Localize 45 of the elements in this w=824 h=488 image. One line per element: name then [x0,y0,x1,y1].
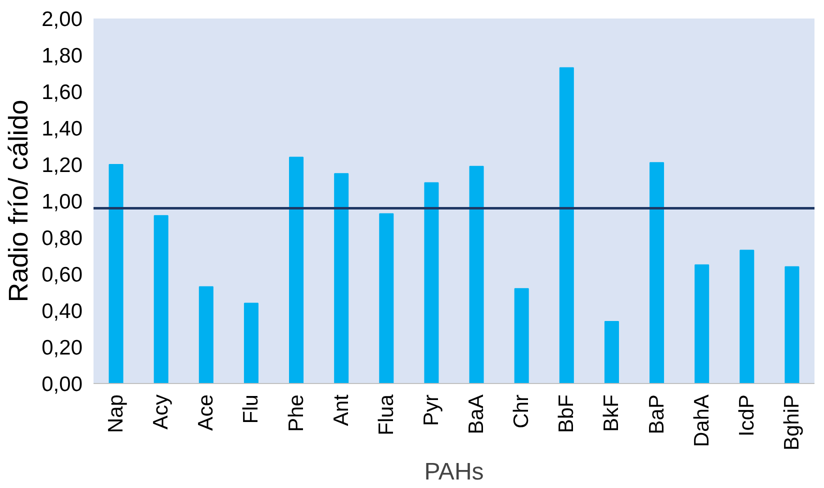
bar [740,250,754,384]
y-tick-label: 1,40 [42,118,83,140]
y-tick-label: 1,20 [42,154,83,177]
x-tick-label: BghiP [780,394,804,451]
x-axis-title: PAHs [424,458,484,486]
x-tick-label: Ace [194,394,218,431]
bar [289,156,304,384]
y-axis-title: Radio frío/ cálido [4,100,34,302]
bar [559,67,574,384]
bar [379,213,394,384]
y-tick-label: 0,20 [42,336,83,360]
bar [334,173,349,384]
x-tick-label: Pyr [420,394,443,426]
x-tick-label: BaP [645,394,668,434]
x-tick-label: Acy [150,394,173,430]
bar [784,266,800,384]
y-tick-label: 0,40 [42,300,83,323]
bar [154,215,168,384]
bar [650,162,664,384]
x-tick-label: DahA [690,394,714,448]
bar [108,164,124,384]
x-tick-label: Ant [330,394,353,426]
bar [694,264,710,384]
x-tick-label: BkF [600,394,624,432]
y-tick-label: 1,60 [42,81,83,104]
x-tick-label: Phe [284,394,308,432]
bar [514,288,529,384]
y-tick-label: 0,60 [42,264,83,286]
bar [469,166,484,384]
y-tick-label: 1,00 [42,190,83,214]
x-tick-label: BbF [555,394,578,434]
y-tick-label: 1,80 [42,44,83,68]
bar [198,286,214,384]
x-tick-label: BaA [465,394,488,434]
y-tick-label: 2,00 [42,8,83,31]
x-tick-label: Chr [510,394,534,428]
bar [244,302,258,384]
x-tick-label: Nap [104,394,128,434]
x-tick-label: Flua [374,394,398,436]
x-tick-label: Flu [240,394,263,424]
x-tick-label: IcdP [735,394,758,437]
y-tick-label: 0,80 [42,227,83,250]
bar [424,182,439,384]
bar [604,320,619,384]
y-tick-label: 0,00 [42,373,83,396]
